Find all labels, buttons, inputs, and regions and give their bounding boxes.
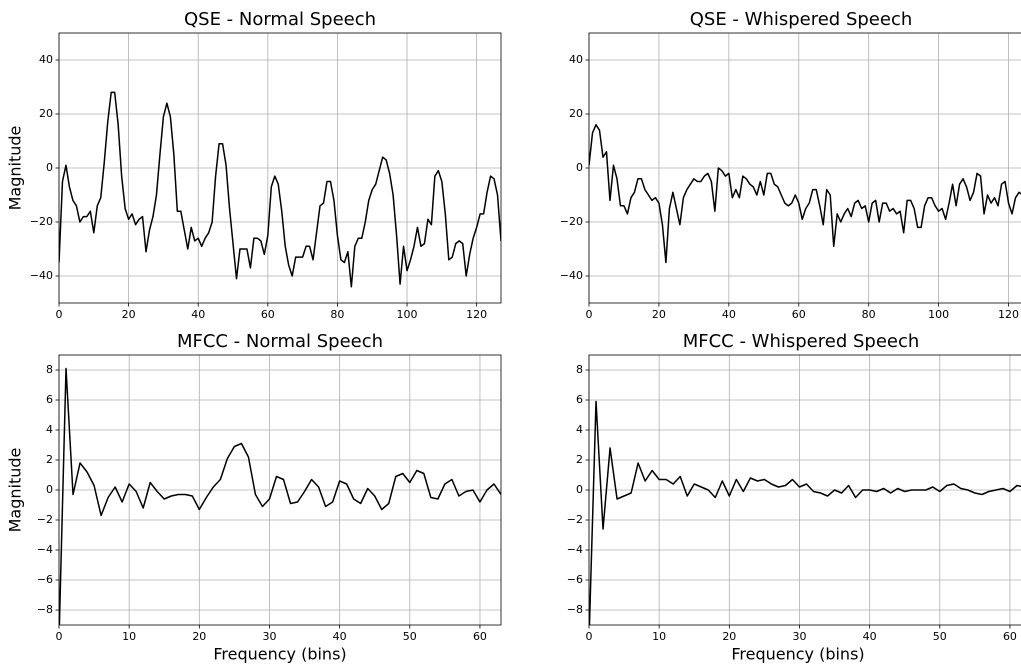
x-tick-label: 40 — [863, 630, 877, 643]
x-tick-label: 40 — [333, 630, 347, 643]
line — [59, 91, 501, 288]
y-tick-label: 2 — [46, 453, 53, 466]
y-axis-label: Magnitude — [6, 448, 25, 533]
y-tick-label: −6 — [37, 573, 53, 586]
y-tick-label: −6 — [567, 573, 583, 586]
line — [589, 124, 1021, 264]
x-tick-label: 10 — [122, 630, 136, 643]
y-tick-label: 20 — [39, 107, 53, 120]
y-tick-label: −40 — [30, 269, 53, 282]
y-tick-label: −20 — [560, 215, 583, 228]
plot-frame — [588, 354, 1021, 626]
y-tick-label: 8 — [46, 363, 53, 376]
y-tick-label: 6 — [46, 393, 53, 406]
x-tick-label: 100 — [397, 308, 418, 321]
x-tick-label: 40 — [722, 308, 736, 321]
y-tick-label: 40 — [39, 53, 53, 66]
y-tick-label: 8 — [576, 363, 583, 376]
plot-frame — [588, 32, 1021, 304]
x-tick-label: 50 — [933, 630, 947, 643]
y-tick-label: −2 — [37, 513, 53, 526]
plot-frame — [58, 32, 502, 304]
y-tick-label: 40 — [569, 53, 583, 66]
x-tick-label: 20 — [652, 308, 666, 321]
y-tick-label: 0 — [576, 161, 583, 174]
x-axis-label: Frequency (bins) — [731, 645, 864, 664]
y-tick-label: 0 — [46, 161, 53, 174]
x-tick-label: 100 — [928, 308, 949, 321]
x-tick-label: 0 — [56, 308, 63, 321]
chart-title: MFCC - Whispered Speech — [683, 331, 920, 352]
chart-title: MFCC - Normal Speech — [177, 331, 383, 352]
y-tick-label: 4 — [576, 423, 583, 436]
y-tick-label: 20 — [569, 107, 583, 120]
x-tick-label: 30 — [792, 630, 806, 643]
y-tick-label: 4 — [46, 423, 53, 436]
chart-title: QSE - Normal Speech — [184, 9, 376, 30]
x-tick-label: 60 — [792, 308, 806, 321]
x-tick-label: 0 — [56, 630, 63, 643]
x-tick-label: 30 — [262, 630, 276, 643]
line — [59, 367, 501, 625]
y-tick-label: −20 — [30, 215, 53, 228]
y-tick-label: 0 — [46, 483, 53, 496]
y-tick-label: −8 — [37, 603, 53, 616]
x-tick-label: 80 — [862, 308, 876, 321]
x-tick-label: 60 — [1003, 630, 1017, 643]
y-tick-label: 6 — [576, 393, 583, 406]
x-tick-label: 20 — [122, 308, 136, 321]
x-tick-label: 0 — [586, 630, 593, 643]
y-tick-label: −4 — [567, 543, 583, 556]
y-tick-label: 2 — [576, 453, 583, 466]
y-tick-label: 0 — [576, 483, 583, 496]
x-tick-label: 0 — [586, 308, 593, 321]
x-tick-label: 60 — [473, 630, 487, 643]
y-tick-label: −40 — [560, 269, 583, 282]
chart-title: QSE - Whispered Speech — [690, 9, 913, 30]
x-tick-label: 20 — [722, 630, 736, 643]
x-axis-label: Frequency (bins) — [213, 645, 346, 664]
y-tick-label: −4 — [37, 543, 53, 556]
y-tick-label: −8 — [567, 603, 583, 616]
x-tick-label: 50 — [403, 630, 417, 643]
x-tick-label: 120 — [466, 308, 487, 321]
x-tick-label: 40 — [191, 308, 205, 321]
x-tick-label: 80 — [330, 308, 344, 321]
x-tick-label: 10 — [652, 630, 666, 643]
x-tick-label: 60 — [261, 308, 275, 321]
x-tick-label: 120 — [998, 308, 1019, 321]
y-axis-label: Magnitude — [6, 126, 25, 211]
x-tick-label: 20 — [192, 630, 206, 643]
line — [589, 400, 1021, 625]
plot-frame — [58, 354, 502, 626]
y-tick-label: −2 — [567, 513, 583, 526]
